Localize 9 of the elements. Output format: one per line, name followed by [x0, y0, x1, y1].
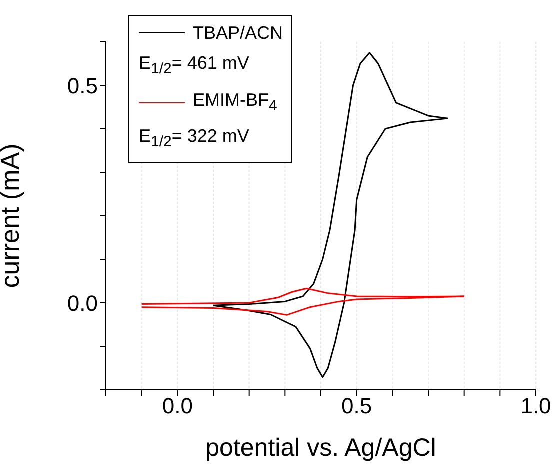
annotation: E$_{1/2}$= 322 mV [139, 125, 250, 153]
x-tick-label: 0.0 [162, 394, 193, 419]
legend-label: TBAP/ACN [193, 22, 284, 45]
y-axis-title: current (mA) [0, 144, 26, 288]
legend-label: EMIM-BF$_{4}$ [193, 88, 278, 116]
x-axis-title: potential vs. Ag/AgCl [206, 434, 436, 462]
x-tick-label: 0.5 [342, 394, 372, 419]
x-tick-label: 1.0 [520, 394, 552, 419]
annotation: E$_{1/2}$= 461 mV [139, 52, 250, 80]
